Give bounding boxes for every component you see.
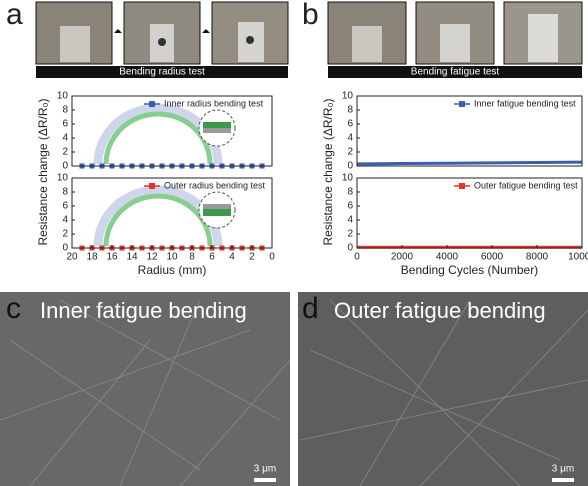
illustration: [93, 103, 236, 247]
y-tick-label: 8: [347, 105, 353, 116]
y-tick-label: 0: [347, 243, 353, 254]
x-tick-label: 10: [166, 252, 178, 263]
y-axis-label: Resistance change (ΔR/R₀): [36, 98, 50, 245]
y-tick-label: 2: [347, 147, 353, 158]
y-tick-label: 6: [347, 201, 353, 212]
y-axis-label: Resistance change (ΔR/R₀): [321, 98, 335, 245]
legend-marker: [459, 101, 465, 107]
sem-title: Inner fatigue bending: [40, 298, 247, 323]
panel-label: c: [6, 292, 21, 325]
y-tick-label: 8: [62, 187, 68, 198]
x-tick-label: 6: [209, 252, 215, 263]
panel-label: a: [6, 0, 23, 31]
x-tick-label: 12: [146, 252, 158, 263]
legend-marker: [459, 183, 465, 189]
plot-frame: [356, 177, 583, 249]
plot-frame: [356, 95, 583, 167]
photo-row: [35, 1, 289, 78]
caption: Bending fatigue test: [411, 67, 500, 78]
legend-marker: [149, 101, 155, 107]
y-tick-label: 4: [62, 133, 68, 144]
x-tick-label: 8000: [526, 252, 549, 263]
legend-marker: [149, 183, 155, 189]
y-tick-label: 4: [347, 133, 353, 144]
y-tick-label: 4: [62, 215, 68, 226]
y-tick-label: 2: [62, 147, 68, 158]
x-axis-label: Bending Cycles (Number): [401, 263, 538, 277]
legend-label: Outer radius bending test: [164, 180, 266, 190]
x-tick-label: 0: [269, 252, 275, 263]
x-tick-label: 14: [126, 252, 138, 263]
series-line: [356, 160, 583, 166]
legend-label: Inner fatigue bending test: [474, 98, 576, 108]
y-tick-label: 6: [347, 119, 353, 130]
y-tick-label: 10: [342, 173, 354, 184]
y-tick-label: 8: [62, 105, 68, 116]
x-tick-label: 0: [354, 252, 360, 263]
y-tick-label: 0: [347, 161, 353, 172]
x-tick-label: 2000: [391, 252, 414, 263]
sem-title: Outer fatigue bending: [334, 298, 546, 323]
sem-image: [0, 292, 588, 486]
x-axis-label: Radius (mm): [138, 263, 207, 277]
y-tick-label: 10: [342, 91, 354, 102]
panel-label: b: [302, 0, 319, 31]
y-tick-label: 2: [347, 229, 353, 240]
x-tick-label: 18: [86, 252, 98, 263]
x-tick-label: 4: [229, 252, 235, 263]
legend-label: Outer fatigue bending test: [474, 180, 578, 190]
x-tick-label: 6000: [481, 252, 504, 263]
plot-frame: [71, 95, 273, 167]
photo-row: [327, 1, 583, 78]
y-tick-label: 10: [57, 91, 69, 102]
caption: Bending radius test: [119, 67, 205, 78]
y-tick-label: 2: [62, 229, 68, 240]
x-tick-label: 2: [249, 252, 255, 263]
x-tick-label: 10000: [568, 252, 588, 263]
x-tick-label: 16: [106, 252, 118, 263]
y-tick-label: 0: [62, 161, 68, 172]
x-tick-label: 8: [189, 252, 195, 263]
y-tick-label: 4: [347, 215, 353, 226]
x-tick-label: 20: [66, 252, 78, 263]
panel-label: d: [302, 292, 319, 325]
scale-bar-label: 3 μm: [254, 464, 276, 475]
x-tick-label: 4000: [436, 252, 459, 263]
y-tick-label: 6: [62, 201, 68, 212]
y-tick-label: 6: [62, 119, 68, 130]
y-tick-label: 0: [62, 243, 68, 254]
y-tick-label: 10: [57, 173, 69, 184]
y-tick-label: 8: [347, 187, 353, 198]
legend-label: Inner radius bending test: [164, 98, 264, 108]
scale-bar-label: 3 μm: [552, 464, 574, 475]
